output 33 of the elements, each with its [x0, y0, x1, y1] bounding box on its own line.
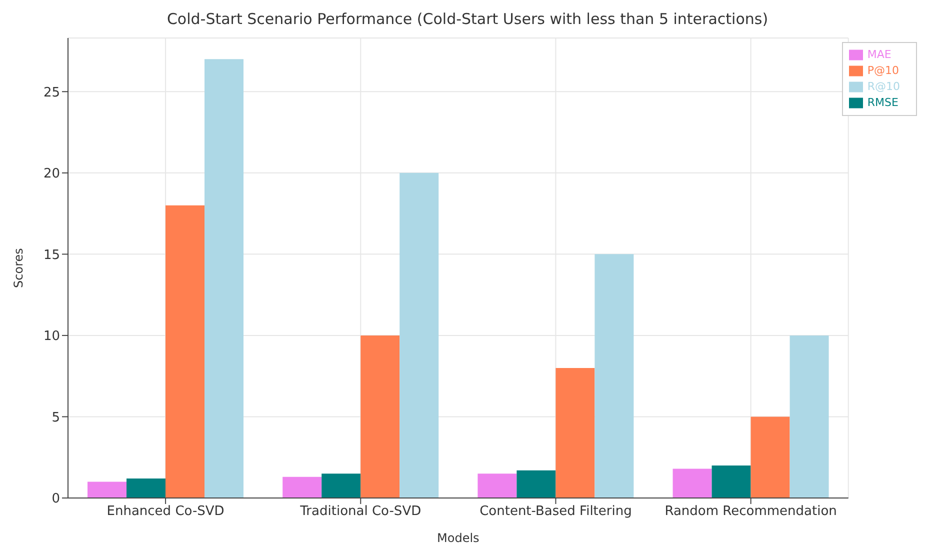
- bar: [750, 416, 790, 498]
- bar: [88, 482, 127, 498]
- bar: [478, 474, 517, 498]
- bar: [166, 205, 205, 498]
- y-tick-label: 25: [43, 85, 60, 100]
- bar: [126, 478, 166, 498]
- legend-label: RMSE: [867, 96, 898, 109]
- bar: [516, 470, 556, 498]
- bar: [400, 172, 439, 498]
- bar: [322, 474, 361, 498]
- y-axis-title: Scores: [11, 248, 26, 288]
- y-tick-label: 20: [43, 166, 60, 182]
- bar: [204, 59, 244, 498]
- bar: [282, 476, 322, 498]
- bar: [672, 468, 712, 498]
- x-tick-label: Enhanced Co-SVD: [106, 504, 224, 520]
- y-tick-label: 10: [43, 329, 60, 344]
- chart-title: Cold-Start Scenario Performance (Cold-Start Users with less than 5 interactions): [166, 9, 770, 30]
- y-tick-label: 5: [52, 410, 60, 426]
- bar: [556, 368, 595, 498]
- bar: [594, 254, 634, 498]
- x-tick-label: Traditional Co-SVD: [299, 504, 422, 520]
- legend-label: MAE: [867, 48, 892, 61]
- y-tick-label: 15: [43, 248, 60, 263]
- y-tick-label: 0: [52, 492, 60, 507]
- legend-label: P@10: [867, 64, 899, 77]
- legend-label: R@10: [867, 80, 900, 93]
- bar: [360, 335, 400, 498]
- x-axis-title: Models: [437, 531, 480, 545]
- x-tick-label: Random Recommendation: [664, 504, 837, 520]
- x-tick-label: Content-Based Filtering: [480, 504, 632, 520]
- bar: [712, 465, 751, 498]
- bar: [790, 335, 829, 498]
